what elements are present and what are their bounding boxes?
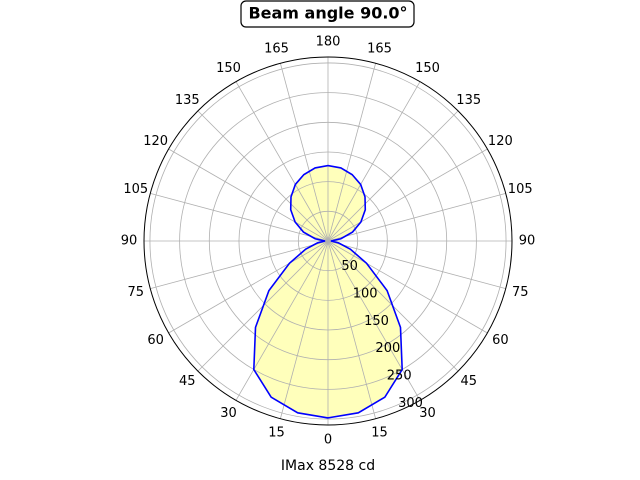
theta-tick-label: 150	[415, 61, 440, 76]
grid-spoke	[327, 192, 506, 242]
theta-tick-label: 30	[220, 406, 237, 421]
theta-tick-label: 180	[316, 35, 341, 50]
theta-tick-label: 0	[324, 433, 332, 448]
grid-spoke	[197, 110, 329, 242]
grid-spoke	[235, 81, 329, 242]
theta-tick-label: 165	[367, 41, 392, 56]
title-box	[240, 0, 415, 28]
grid-spoke	[168, 148, 329, 242]
theta-tick-label: 120	[488, 134, 513, 149]
theta-tick-label: 45	[460, 374, 477, 389]
grid-spoke	[327, 240, 377, 419]
r-tick-label: 300	[398, 396, 423, 411]
r-tick-label: 200	[375, 341, 400, 356]
grid-spoke	[279, 240, 329, 419]
x-axis-label: IMax 8528 cd	[281, 458, 375, 474]
theta-tick-label: 150	[216, 61, 241, 76]
theta-tick-label: 120	[143, 134, 168, 149]
theta-tick-label: 135	[175, 93, 200, 108]
grid-spoke	[150, 240, 329, 290]
r-tick-label: 50	[341, 259, 358, 274]
theta-tick-label: 45	[179, 374, 196, 389]
theta-tick-label: 105	[508, 182, 533, 197]
theta-tick-label: 135	[456, 93, 481, 108]
theta-tick-label: 15	[268, 426, 285, 441]
intensity-curve	[253, 164, 403, 419]
theta-tick-label: 75	[128, 285, 145, 300]
r-tick-label: 100	[353, 286, 378, 301]
theta-tick-label: 60	[492, 333, 509, 348]
grid-spoke	[150, 192, 329, 242]
theta-tick-label: 165	[264, 41, 289, 56]
theta-tick-label: 105	[123, 182, 148, 197]
grid-spoke	[327, 148, 488, 242]
r-tick-label: 150	[364, 314, 389, 329]
theta-tick-label: 90	[121, 234, 138, 249]
r-tick-label: 250	[387, 369, 412, 384]
theta-tick-label: 60	[147, 333, 164, 348]
grid-spoke	[327, 240, 421, 401]
theta-tick-label: 90	[519, 234, 536, 249]
grid-spoke	[327, 63, 377, 242]
grid-spoke	[327, 81, 421, 242]
theta-tick-label: 15	[371, 426, 388, 441]
chart-title: Beam angle 90.0°	[248, 4, 407, 23]
grid-spoke	[327, 240, 488, 334]
grid-spoke	[168, 240, 329, 334]
grid-spoke	[235, 240, 329, 401]
theta-tick-label: 30	[419, 406, 436, 421]
grid-spoke	[279, 63, 329, 242]
grid-spoke	[327, 110, 459, 242]
theta-tick-label: 75	[512, 285, 529, 300]
grid-spoke	[327, 240, 506, 290]
outer-frame	[143, 56, 513, 426]
